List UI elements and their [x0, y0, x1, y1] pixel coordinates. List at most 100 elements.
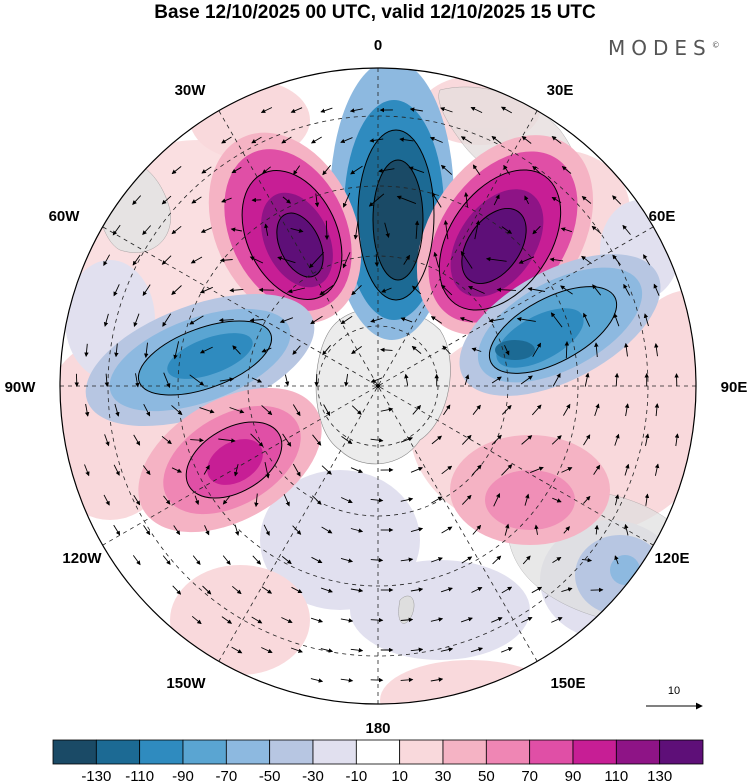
wind-vector [290, 647, 303, 653]
wind-vector [581, 255, 592, 265]
wind-vector [143, 403, 151, 417]
lon-label-30w: 30W [175, 82, 207, 99]
wind-vector [133, 434, 141, 446]
wind-vector [400, 317, 413, 323]
wind-vector [142, 284, 151, 297]
anomaly-anticyclone-120w [138, 387, 322, 533]
wind-vector [534, 524, 539, 535]
wind-vector [281, 556, 292, 565]
reference-vector: 10 [646, 685, 703, 710]
wind-vector [202, 585, 212, 595]
wind-vector [378, 168, 395, 173]
wind-vector [400, 617, 414, 623]
wind-vector [133, 494, 141, 506]
wind-vector [410, 527, 424, 533]
colorbar-swatch [399, 739, 444, 765]
meridian [102, 226, 654, 546]
meridian [102, 226, 654, 546]
wind-vector [624, 523, 629, 536]
wind-vector [133, 313, 140, 328]
colorbar-swatch [139, 739, 184, 765]
wind-vector [532, 225, 541, 235]
wind-vector [103, 254, 110, 266]
wind-vector [143, 342, 149, 359]
wind-vector [470, 106, 483, 114]
wind-vector [552, 372, 561, 387]
wind-vector [504, 345, 510, 356]
wind-vector [408, 166, 425, 174]
wind-vector [262, 166, 271, 174]
contour-fill [495, 340, 535, 360]
contour-fill [461, 208, 527, 284]
wind-vector [113, 284, 120, 297]
wind-vector [503, 164, 511, 175]
wind-vector [380, 347, 393, 353]
wind-vector [594, 403, 600, 417]
wind-vector [370, 557, 384, 563]
wind-vector [643, 313, 649, 327]
wind-vector [520, 375, 533, 385]
wind-vector [530, 466, 544, 474]
colorbar: -130 -110 -90 -70 -50 -30 -10 10 30 50 70 90 110 130 [52, 739, 704, 783]
wind-vector [524, 195, 530, 205]
brand-text: MODES [608, 36, 712, 60]
lon-label-30e: 30E [547, 82, 574, 99]
wind-vector [612, 195, 622, 205]
colorbar-tick-label: 90 [565, 768, 582, 783]
wind-vector [552, 557, 562, 563]
wind-vector [624, 463, 630, 476]
wind-vector [219, 257, 233, 263]
wind-vector [232, 585, 242, 595]
contour-line [276, 212, 324, 278]
wind-vector [493, 194, 500, 206]
lon-label-60w: 60W [49, 208, 81, 225]
wind-vector [410, 587, 424, 592]
wind-vector [400, 497, 414, 502]
wind-vector [264, 223, 269, 236]
wind-vector [441, 526, 453, 534]
wind-vector [563, 403, 571, 416]
colorbar-swatch [355, 739, 401, 765]
wind-vector [290, 107, 303, 113]
wind-vector [491, 376, 502, 384]
wind-vector [493, 493, 501, 507]
colorbar-tick-label: 70 [521, 768, 538, 783]
wind-vector [380, 407, 394, 412]
wind-vector [644, 493, 650, 506]
wind-vector [369, 138, 384, 143]
wind-vector [250, 433, 264, 447]
wind-vector [282, 433, 292, 447]
wind-vector [504, 523, 510, 536]
wind-vector [322, 345, 331, 356]
wind-vector [591, 225, 602, 235]
wind-vector [231, 646, 243, 654]
wind-vector [624, 403, 630, 417]
contour-lines [137, 129, 618, 499]
latitude-circle [107, 115, 649, 657]
wind-vector [281, 136, 292, 144]
wind-vector [233, 464, 239, 477]
wind-vector [114, 343, 119, 358]
wind-vector [287, 287, 306, 294]
wind-vector [410, 467, 423, 473]
wind-vector [191, 196, 202, 204]
wind-vector [643, 254, 651, 266]
wind-vector [414, 220, 420, 239]
wind-vector [251, 377, 263, 383]
wind-vector [488, 318, 505, 323]
wind-vector [431, 557, 443, 563]
colorbar-swatch [615, 739, 661, 765]
wind-vector [163, 372, 171, 388]
wind-vector [340, 137, 353, 144]
colorbar-swatch [572, 739, 617, 765]
wind-vector [319, 284, 334, 296]
contour-line [372, 159, 424, 281]
wind-vector [459, 316, 473, 323]
colorbar-swatch [312, 739, 357, 765]
wind-vector [374, 253, 380, 267]
map-disk [60, 68, 696, 704]
wind-vector [221, 136, 232, 144]
wind-vector [381, 287, 392, 293]
brand-mark: © [711, 40, 720, 50]
lon-label-60e: 60E [649, 208, 676, 225]
